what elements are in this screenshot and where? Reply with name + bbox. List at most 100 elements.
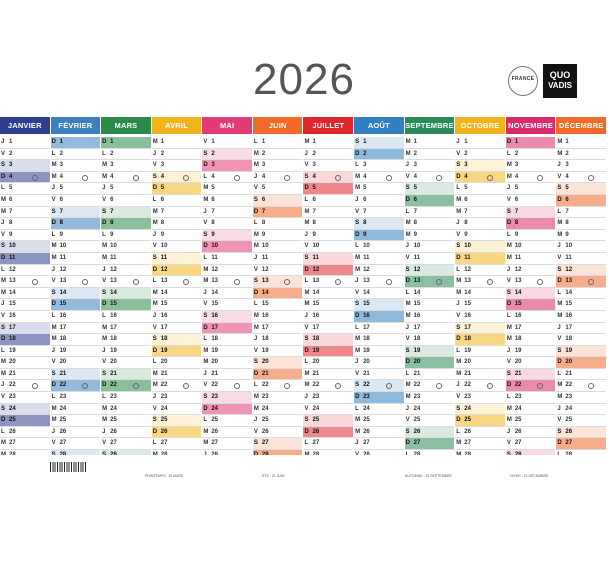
day-number: 3 [363, 162, 367, 169]
month-header: NOVEMBRE [505, 117, 556, 134]
day-row: L 17 [354, 323, 404, 335]
day-letter: S [405, 266, 410, 273]
day-row: D 19 [151, 345, 202, 358]
moon-phase-icon [587, 279, 594, 286]
brand-line-1: QUO [549, 70, 571, 80]
day-number: 10 [413, 243, 421, 250]
day-letter: M [152, 301, 158, 308]
day-number: 23 [9, 394, 16, 401]
day-row: S 17 [455, 322, 505, 335]
day-letter: V [506, 278, 511, 285]
moon-phase-icon [537, 174, 544, 181]
day-number: 24 [413, 405, 421, 412]
day-row: J 27 [354, 438, 404, 451]
day-number: 7 [363, 208, 367, 215]
day-letter: D [557, 278, 562, 285]
day-letter: S [405, 428, 410, 435]
day-letter: M [506, 162, 512, 169]
day-number: 16 [413, 312, 421, 319]
day-number: 16 [514, 312, 522, 319]
day-row: L 20 [303, 357, 354, 369]
day-number: 25 [413, 417, 421, 424]
day-number: 21 [312, 370, 320, 377]
day-number: 26 [464, 428, 471, 435]
day-number: 20 [363, 359, 370, 366]
day-number: 24 [9, 405, 16, 412]
day-number: 15 [363, 301, 370, 308]
day-number: 25 [363, 417, 370, 424]
day-number: 21 [59, 370, 67, 377]
day-number: 1 [514, 139, 519, 145]
day-row: J 14 [202, 288, 252, 300]
day-row: L 21 [556, 369, 606, 381]
day-letter: S [456, 162, 461, 169]
day-letter: J [253, 336, 258, 343]
france-seal-logo: FRANCE [508, 66, 538, 96]
day-letter: M [1, 208, 6, 215]
day-row: D 13 [404, 276, 455, 288]
day-letter: L [203, 254, 207, 261]
day-row: M 20 [202, 357, 252, 369]
month-column: AVRIL M 1 J 2 V 3 S 4 D 5 L 6 M 7 M 8 J 9 V 10 S 11 D 12 L 13 M 14 M 1… [151, 117, 202, 455]
day-row: S 24 [0, 403, 50, 416]
day-letter: M [102, 336, 108, 343]
day-number: 13 [464, 278, 471, 285]
day-row: M 14 [455, 288, 505, 300]
day-row: J 26 [101, 427, 151, 439]
day-row: M 25 [101, 415, 151, 427]
day-row: D 12 [151, 264, 202, 277]
day-number: 4 [514, 173, 519, 180]
day-letter: M [456, 196, 462, 203]
moon-phase-icon [335, 383, 342, 390]
day-letter: M [405, 150, 411, 157]
day-number: 3 [261, 162, 266, 169]
day-letter: L [253, 301, 258, 308]
day-letter: D [405, 196, 410, 203]
day-number: 21 [464, 370, 471, 377]
day-number: 14 [565, 289, 573, 296]
day-letter: M [304, 220, 310, 227]
day-letter: D [456, 336, 461, 343]
day-letter: D [304, 428, 309, 435]
day-row: S 26 [556, 426, 606, 439]
day-row: S 17 [0, 322, 50, 335]
day-number: 1 [110, 139, 114, 145]
day-letter: D [1, 173, 6, 180]
day-number: 28 [363, 450, 373, 455]
day-letter: L [506, 312, 511, 319]
day-row: M 11 [101, 253, 151, 265]
day-letter: L [102, 231, 106, 238]
day-letter: M [557, 231, 563, 238]
day-number: 27 [9, 440, 16, 447]
day-letter: D [253, 370, 259, 377]
day-number: 20 [464, 359, 471, 366]
day-letter: M [253, 243, 259, 250]
day-row: M 17 [50, 323, 101, 335]
day-row: M 23 [252, 392, 303, 404]
day-row: L 27 [151, 438, 202, 451]
day-letter: M [102, 324, 108, 331]
day-number: 12 [9, 266, 16, 273]
day-number: 21 [363, 370, 370, 377]
day-letter: D [506, 382, 512, 389]
day-number: 8 [261, 220, 266, 227]
day-letter: L [304, 440, 309, 447]
day-row: V 19 [252, 346, 303, 358]
day-number: 2 [312, 150, 316, 157]
day-number: 14 [160, 289, 168, 296]
day-letter: D [203, 324, 208, 331]
day-letter: M [102, 405, 108, 412]
day-number: 25 [110, 417, 117, 424]
day-number: 8 [514, 220, 519, 227]
day-number: 11 [312, 254, 319, 261]
day-letter: M [304, 139, 310, 145]
day-letter: L [51, 312, 56, 319]
day-row: M 22 [151, 380, 202, 393]
